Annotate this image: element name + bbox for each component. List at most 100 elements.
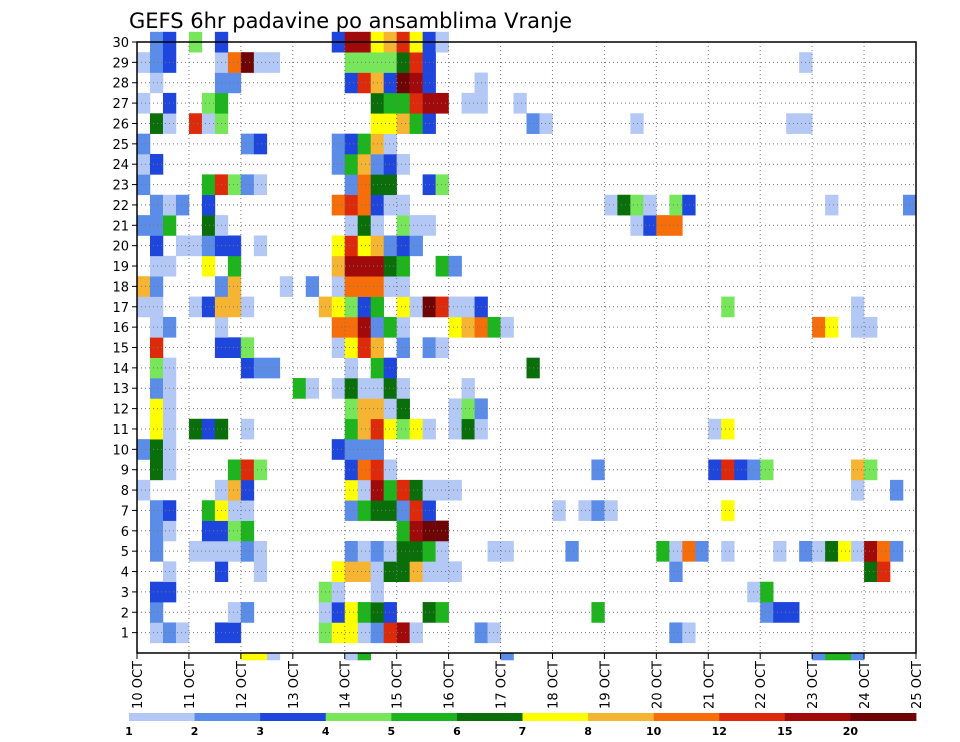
data-cell (149, 398, 164, 420)
data-cell (760, 581, 774, 603)
x-tick-label: 11 OCT (183, 661, 198, 709)
data-cell (435, 296, 449, 318)
colorbar: 1 2 3 4 5 6 7 8 10 12 15 20 (125, 713, 917, 738)
data-cell (656, 215, 670, 236)
y-tick-label: 12 (112, 403, 129, 418)
data-cell (240, 653, 255, 661)
data-cell (137, 154, 151, 175)
data-cell (201, 540, 216, 562)
data-cell (253, 235, 268, 257)
data-cell (383, 113, 397, 134)
x-tick-label: 24 OCT (858, 661, 873, 709)
data-cell (604, 194, 618, 216)
data-cell (188, 418, 203, 440)
data-cell (344, 174, 359, 196)
data-cell (149, 418, 164, 440)
data-cell (461, 398, 475, 420)
data-cell (305, 378, 320, 399)
colorbar-swatch (653, 713, 720, 721)
data-cell (253, 653, 268, 661)
data-cell (253, 459, 268, 481)
data-cell (137, 296, 151, 318)
data-cell (344, 194, 359, 216)
data-cell (201, 520, 216, 542)
data-cell (331, 337, 346, 358)
data-cell (357, 215, 371, 236)
data-cell (500, 540, 514, 562)
data-cell (137, 479, 151, 501)
colorbar-label: 4 (322, 725, 330, 738)
data-cell (240, 459, 255, 481)
data-cell (344, 622, 359, 644)
data-cell (253, 561, 268, 583)
data-cell (227, 72, 242, 94)
data-cell (344, 52, 359, 73)
data-cell (448, 255, 462, 277)
data-cell (240, 296, 255, 318)
data-cell (383, 459, 397, 481)
data-cell (396, 479, 410, 501)
data-cell (383, 92, 397, 114)
y-tick-label: 8 (121, 484, 129, 499)
data-cell (435, 520, 449, 542)
x-tick-label: 19 OCT (598, 661, 613, 709)
colorbar-swatch (129, 713, 195, 721)
colorbar-swatch (784, 713, 851, 721)
data-cell (487, 316, 501, 338)
data-cell (409, 500, 423, 521)
data-cell (266, 653, 281, 661)
data-cell (227, 337, 242, 358)
data-cell (357, 418, 371, 440)
data-cell (383, 235, 397, 257)
data-cell (448, 296, 462, 318)
data-cell (357, 154, 371, 175)
data-cell (201, 418, 216, 440)
data-cell (240, 357, 255, 379)
data-cell (409, 113, 423, 134)
data-cell (357, 479, 371, 501)
data-cell (344, 439, 359, 460)
data-cell (149, 316, 164, 338)
data-cell (357, 622, 371, 644)
data-cell (539, 113, 553, 134)
data-cell (201, 235, 216, 257)
data-cell (864, 459, 878, 481)
data-cell (344, 653, 359, 661)
data-cell (500, 316, 514, 338)
y-tick-label: 28 (112, 77, 129, 92)
data-cell (137, 52, 151, 73)
data-cell (201, 255, 216, 277)
data-cell (877, 540, 891, 562)
data-cell (448, 398, 462, 420)
y-tick-label: 5 (121, 545, 129, 560)
data-cell (149, 235, 164, 257)
data-cell (461, 92, 475, 114)
data-cell (487, 622, 501, 644)
y-tick-label: 14 (112, 362, 129, 377)
x-tick-label: 13 OCT (287, 661, 302, 709)
y-tick-label: 6 (121, 525, 129, 540)
data-cell (149, 439, 164, 460)
data-cell (227, 255, 242, 277)
data-cell (305, 276, 320, 297)
x-tick-label: 14 OCT (339, 661, 354, 709)
data-cell (487, 540, 501, 562)
data-cell (201, 113, 216, 134)
data-cell (227, 602, 242, 623)
colorbar-label: 15 (777, 725, 792, 738)
data-cell (396, 52, 410, 73)
data-cell (448, 316, 462, 338)
data-cell (409, 92, 423, 114)
x-tick-label: 16 OCT (443, 661, 458, 709)
data-cell (409, 479, 423, 501)
y-tick-label: 9 (121, 464, 129, 479)
data-cell (344, 357, 359, 379)
data-cell (383, 72, 397, 94)
data-cell (331, 255, 346, 277)
colorbar-swatch (456, 713, 523, 721)
data-cell (851, 653, 865, 661)
data-cell (240, 500, 255, 521)
data-cell (149, 602, 164, 623)
data-cell (188, 113, 203, 134)
